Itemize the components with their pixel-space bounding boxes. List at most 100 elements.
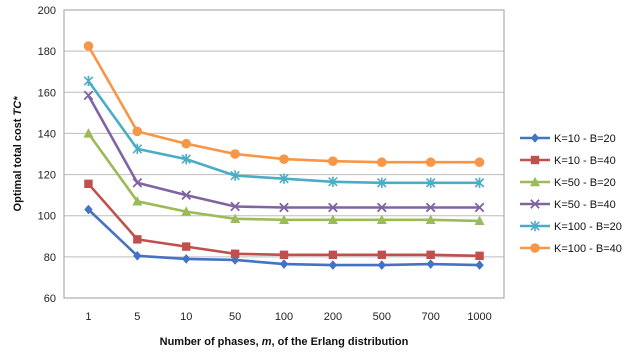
legend-marker bbox=[530, 199, 540, 209]
data-point bbox=[230, 249, 240, 258]
data-point bbox=[328, 250, 338, 259]
data-point bbox=[377, 177, 387, 188]
data-point bbox=[426, 259, 435, 269]
data-point bbox=[279, 154, 289, 164]
x-axis-label-symbol: m bbox=[262, 336, 272, 348]
data-point bbox=[182, 254, 191, 264]
series-3 bbox=[83, 128, 485, 226]
data-point bbox=[230, 170, 240, 181]
data-point bbox=[328, 156, 338, 166]
data-point bbox=[327, 214, 338, 225]
y-axis-label-symbol: TC* bbox=[12, 96, 24, 116]
y-tick-label: 200 bbox=[38, 5, 56, 17]
data-point bbox=[279, 214, 289, 225]
y-axis-label-text: Optimal total cost bbox=[12, 115, 24, 211]
x-tick-label: 50 bbox=[229, 311, 241, 323]
legend-label: K=50 - B=20 bbox=[554, 177, 616, 189]
x-axis-label-rest: , of the Erlang distribution bbox=[271, 336, 408, 348]
series-1 bbox=[84, 204, 484, 270]
legend-item: K=100 - B=20 bbox=[520, 220, 622, 233]
y-tick-label: 180 bbox=[38, 46, 56, 58]
x-tick-label: 10 bbox=[180, 311, 192, 323]
legend-marker bbox=[530, 133, 540, 143]
data-point bbox=[474, 202, 485, 213]
legend-item: K=100 - B=40 bbox=[520, 243, 622, 255]
data-point bbox=[279, 202, 289, 213]
y-axis-label: Optimal total cost TC* bbox=[12, 96, 24, 212]
legend-marker bbox=[530, 220, 540, 232]
legend-marker bbox=[530, 243, 540, 253]
data-point bbox=[377, 250, 386, 259]
data-point bbox=[376, 157, 387, 168]
series-group bbox=[83, 41, 485, 270]
data-point bbox=[377, 260, 386, 270]
legend-label: K=50 - B=40 bbox=[554, 199, 616, 211]
x-tick-label: 100 bbox=[275, 311, 293, 323]
data-point bbox=[84, 179, 93, 189]
series-5 bbox=[83, 75, 485, 188]
data-point bbox=[230, 213, 241, 223]
x-tick-label: 700 bbox=[421, 311, 439, 323]
series-line bbox=[87, 45, 480, 164]
data-point bbox=[425, 214, 436, 225]
x-tick-label: 200 bbox=[324, 311, 342, 323]
series-4 bbox=[83, 90, 485, 213]
legend-label: K=100 - B=40 bbox=[554, 243, 622, 255]
x-axis-label: Number of phases, m, of the Erlang distr… bbox=[160, 336, 409, 348]
data-point bbox=[376, 214, 387, 225]
legend-item: K=10 - B=40 bbox=[520, 155, 616, 167]
legend-item: K=50 - B=40 bbox=[520, 199, 616, 211]
series-6 bbox=[83, 41, 485, 168]
data-point bbox=[182, 242, 191, 251]
data-point bbox=[83, 90, 94, 101]
data-point bbox=[279, 250, 289, 259]
y-tick-label: 120 bbox=[38, 170, 56, 182]
legend: K=10 - B=20 K=10 - B=40 K=50 - B=20 K=50 - … bbox=[520, 133, 622, 255]
y-tick-label: 160 bbox=[38, 87, 56, 99]
y-tick-label: 100 bbox=[38, 211, 56, 223]
legend-marker bbox=[530, 176, 540, 187]
data-point bbox=[181, 138, 192, 149]
series-line bbox=[87, 80, 480, 185]
x-tick-label: 500 bbox=[373, 311, 391, 323]
legend-label: K=10 - B=20 bbox=[554, 133, 616, 145]
data-point bbox=[132, 177, 143, 188]
x-axis-label-text: Number of phases, bbox=[160, 336, 262, 348]
data-point bbox=[279, 173, 289, 184]
data-point bbox=[83, 75, 94, 87]
x-tick-label: 1000 bbox=[467, 311, 491, 323]
y-tick-label: 80 bbox=[44, 252, 56, 264]
data-point bbox=[181, 190, 192, 200]
data-point bbox=[328, 202, 338, 213]
x-tick-label: 5 bbox=[134, 311, 140, 323]
legend-item: K=10 - B=20 bbox=[520, 133, 616, 145]
data-point bbox=[230, 201, 240, 212]
data-point bbox=[475, 260, 484, 270]
data-point bbox=[474, 177, 485, 188]
series-2 bbox=[84, 179, 484, 261]
data-point bbox=[426, 250, 435, 259]
data-point bbox=[83, 128, 94, 138]
data-point bbox=[474, 215, 485, 226]
y-tick-label: 140 bbox=[38, 128, 56, 140]
data-point bbox=[133, 251, 142, 261]
data-point bbox=[132, 196, 143, 206]
legend-marker bbox=[530, 155, 540, 165]
data-point bbox=[475, 251, 484, 261]
data-point bbox=[132, 126, 143, 137]
data-point bbox=[84, 204, 93, 215]
data-point bbox=[83, 41, 94, 51]
y-axis-ticks: 60 80 100 120 140 160 180 200 bbox=[38, 5, 56, 305]
data-point bbox=[132, 143, 143, 155]
x-axis-ticks: 1 5 10 50 100 200 500 700 1000 bbox=[85, 311, 491, 323]
x-tick-label: 1 bbox=[85, 311, 91, 323]
data-point bbox=[425, 157, 436, 168]
data-point bbox=[328, 260, 338, 270]
data-point bbox=[181, 206, 192, 216]
gridlines bbox=[64, 50, 504, 258]
legend-label: K=10 - B=40 bbox=[554, 155, 616, 167]
legend-label: K=100 - B=20 bbox=[554, 221, 622, 233]
data-point bbox=[474, 157, 485, 168]
plot-area bbox=[63, 9, 505, 299]
